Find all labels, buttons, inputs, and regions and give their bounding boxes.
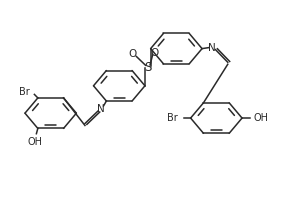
Text: N: N [97,104,104,114]
Text: S: S [144,61,152,74]
Text: O: O [129,49,137,59]
Text: OH: OH [253,113,268,123]
Text: N: N [208,43,216,53]
Text: Br: Br [18,87,29,97]
Text: OH: OH [28,137,42,147]
Text: O: O [150,47,158,58]
Text: Br: Br [167,113,178,123]
